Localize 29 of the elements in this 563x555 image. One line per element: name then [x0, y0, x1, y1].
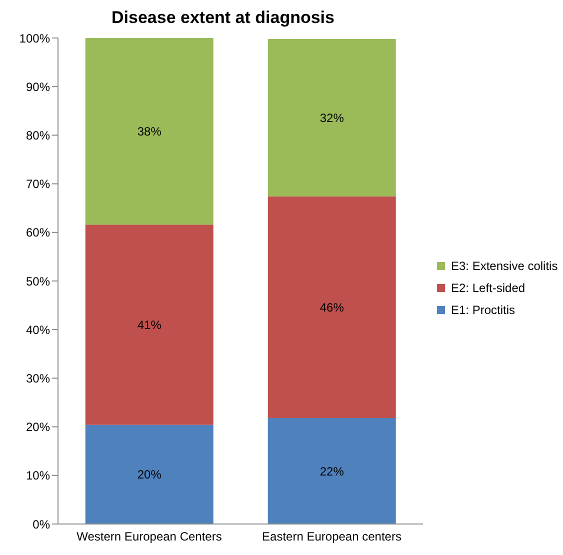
y-tick-label: 10%	[26, 468, 50, 483]
data-label: 32%	[320, 110, 344, 125]
y-tick-label: 100%	[19, 31, 50, 46]
legend-label: E1: Proctitis	[451, 303, 516, 317]
y-tick-label: 30%	[26, 371, 50, 386]
data-label: 20%	[137, 468, 162, 482]
y-tick-label: 90%	[26, 80, 50, 94]
y-tick-label: 50%	[26, 274, 50, 288]
data-label: 22%	[320, 464, 344, 478]
legend-label: E3: Extensive colitis	[451, 259, 558, 273]
bar	[85, 224, 214, 425]
bar	[85, 424, 214, 524]
y-tick-label: 80%	[26, 128, 50, 142]
x-tick-label: Eastern European centers	[262, 530, 402, 544]
bar	[268, 38, 396, 196]
bar	[85, 38, 214, 225]
chart-title: Disease extent at diagnosis	[110, 8, 336, 28]
data-label: 38%	[137, 124, 162, 139]
y-tick-label: 20%	[26, 420, 50, 434]
legend-label: E2: Left-sided	[451, 281, 526, 295]
data-label: 41%	[137, 318, 162, 332]
y-tick-label: 60%	[26, 226, 50, 240]
data-label: 46%	[320, 300, 344, 315]
x-tick-label: Western European Centers	[76, 530, 222, 544]
bar	[268, 196, 396, 418]
y-tick-label: 0%	[32, 517, 50, 532]
y-tick-label: 40%	[26, 322, 50, 337]
bar	[268, 418, 396, 524]
y-tick-label: 70%	[26, 177, 50, 192]
